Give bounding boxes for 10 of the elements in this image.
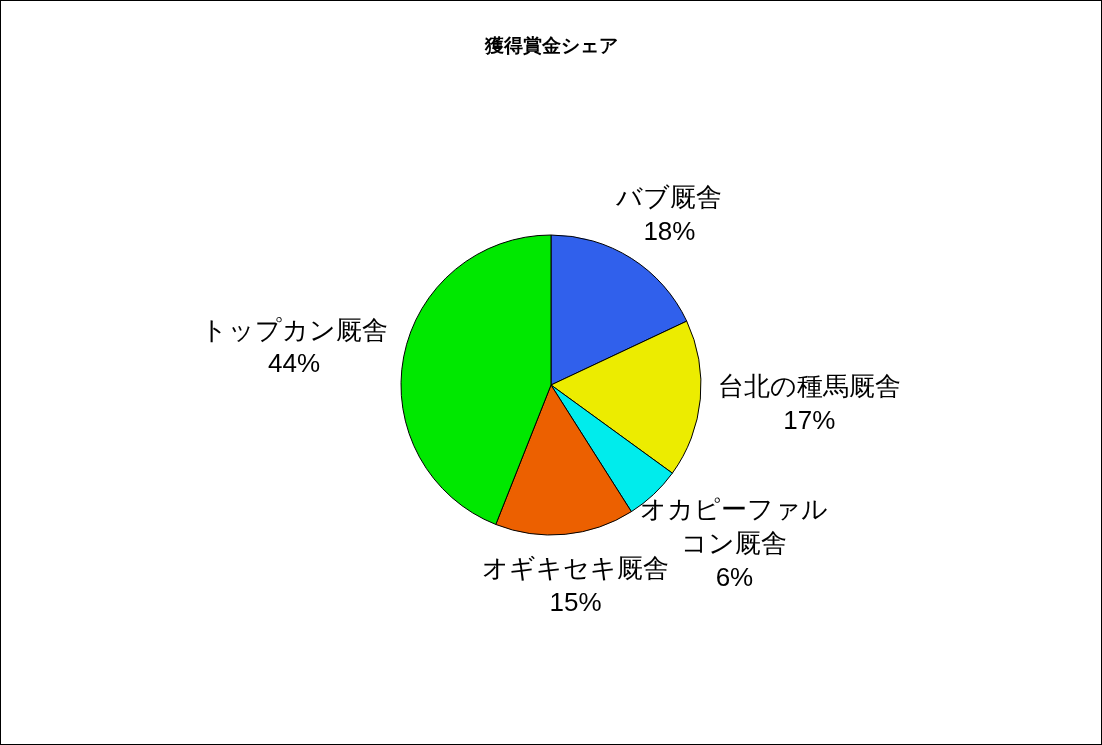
- slice-label: トップカン厩舎: [200, 313, 388, 347]
- slice-label: バブ厩舎: [616, 180, 723, 214]
- data-label: 15%: [548, 585, 603, 619]
- chart-title: 獲得賞金シェア: [483, 35, 618, 56]
- data-label: 17%: [782, 404, 837, 437]
- data-label: 6%: [715, 562, 754, 593]
- slice-label: 台北の種馬厩舎: [717, 370, 901, 404]
- data-label: 44%: [267, 347, 322, 381]
- slice-label: オギキセキ厩舎: [482, 552, 670, 586]
- data-label: 18%: [642, 214, 697, 248]
